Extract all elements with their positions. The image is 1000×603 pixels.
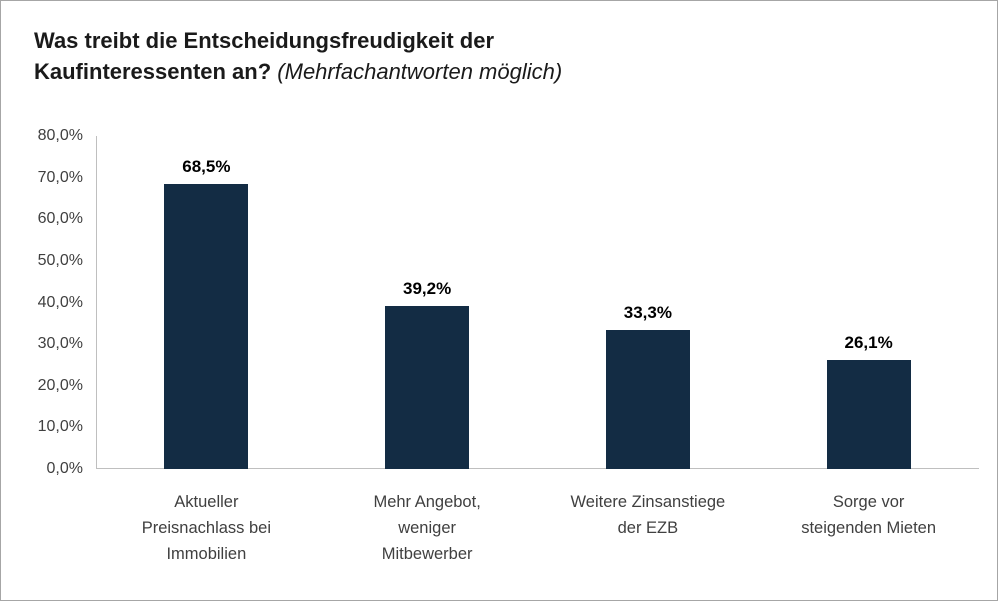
y-axis-tick-labels: 0,0% 10,0% 20,0% 30,0% 40,0% 50,0% 60,0% 70,0% 8…: [1, 127, 83, 477]
y-tick-label: 50,0%: [37, 251, 83, 269]
y-tick-label: 40,0%: [37, 293, 83, 311]
category-label: Sorge vor steigenden Mieten: [801, 493, 937, 537]
y-tick-label: 80,0%: [37, 127, 83, 144]
y-tick-label: 70,0%: [37, 168, 83, 186]
category-label: Weitere Zinsanstiege der EZB: [570, 493, 726, 537]
bar-value-label: 39,2%: [403, 278, 452, 298]
y-tick-label: 0,0%: [46, 460, 83, 477]
y-tick-label: 60,0%: [37, 210, 83, 228]
plot-area: [96, 136, 979, 469]
chart-title: Was treibt die Entscheidungsfreudigkeit …: [34, 28, 495, 84]
y-tick-label: 30,0%: [37, 335, 83, 353]
bar: [164, 183, 249, 469]
page-title: Was treibt die Entscheidungsfreudigkeit …: [34, 25, 684, 87]
y-tick-label: 20,0%: [37, 376, 83, 394]
bar-value-label: 68,5%: [182, 156, 231, 176]
y-tick-label: 10,0%: [37, 418, 83, 436]
bar: [826, 360, 911, 469]
chart-header: Was treibt die Entscheidungsfreudigkeit …: [1, 1, 997, 87]
bar-value-label: 33,3%: [623, 303, 672, 323]
category-slot: Weitere Zinsanstiege der EZB: [538, 489, 759, 567]
bar-value-label: 26,1%: [844, 333, 893, 353]
bar-slot: 68,5%: [96, 136, 317, 469]
bar: [385, 305, 470, 469]
category-label: Mehr Angebot, weniger Mitbewerber: [373, 493, 481, 563]
bar-slot: 39,2%: [317, 136, 538, 469]
bar-slot: 33,3%: [538, 136, 759, 469]
bars-container: 68,5% 39,2% 33,3% 26,1%: [96, 136, 979, 469]
bar-slot: 26,1%: [758, 136, 979, 469]
chart-subtitle: (Mehrfachantworten möglich): [277, 59, 563, 84]
bar: [605, 330, 690, 469]
category-slot: Aktueller Preisnachlass bei Immobilien: [96, 489, 317, 567]
category-label: Aktueller Preisnachlass bei Immobilien: [141, 493, 272, 563]
category-slot: Sorge vor steigenden Mieten: [758, 489, 979, 567]
category-slot: Mehr Angebot, weniger Mitbewerber: [317, 489, 538, 567]
x-axis-category-labels: Aktueller Preisnachlass bei Immobilien Me…: [96, 489, 979, 567]
chart-plot-region: 0,0% 10,0% 20,0% 30,0% 40,0% 50,0% 60,0% 70,0% 8…: [38, 127, 979, 477]
